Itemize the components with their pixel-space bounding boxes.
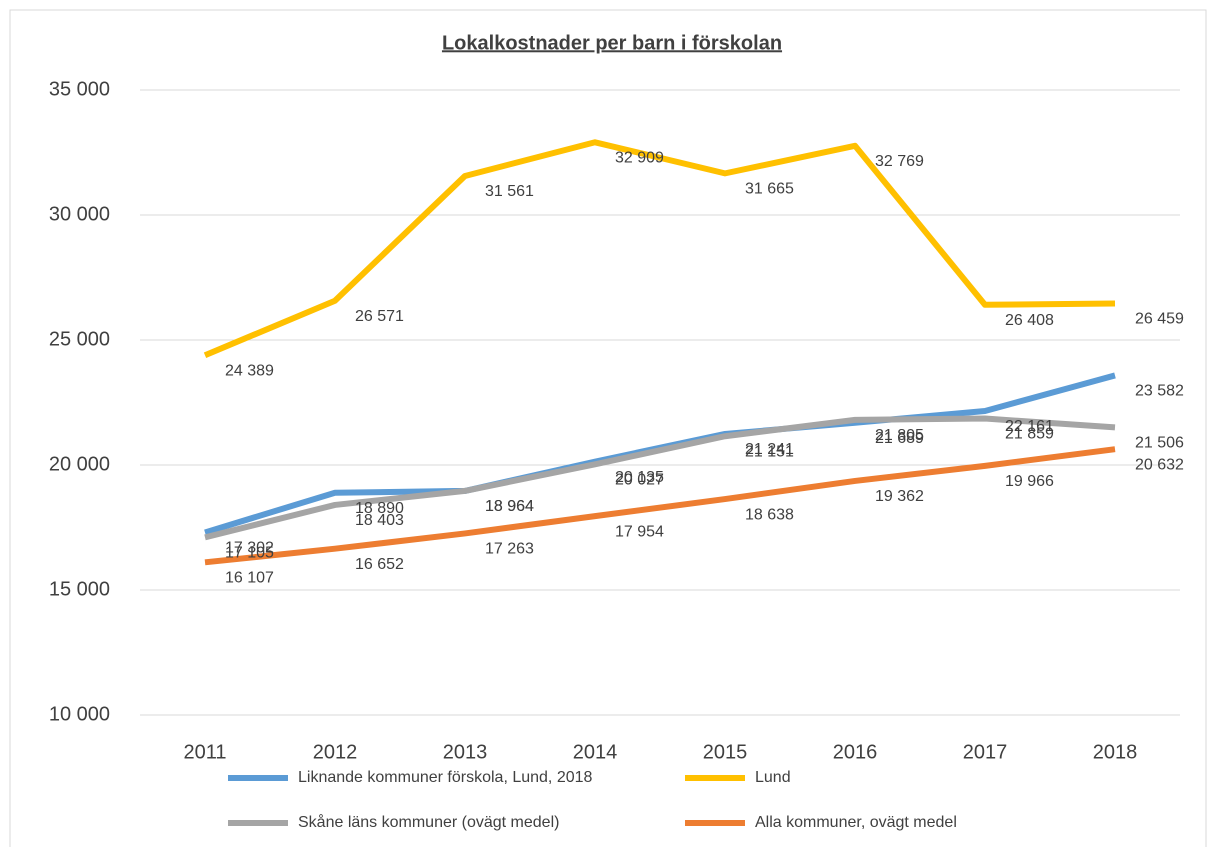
data-label: 21 151	[745, 443, 794, 460]
data-label: 22 161	[1005, 418, 1054, 435]
legend-label: Liknande kommuner förskola, Lund, 2018	[298, 769, 593, 786]
chart-title: Lokalkostnader per barn i förskolan	[442, 32, 782, 54]
y-tick-label: 30 000	[49, 203, 110, 225]
legend-label: Alla kommuner, ovägt medel	[755, 814, 957, 831]
data-label: 26 571	[355, 308, 404, 325]
data-label: 31 665	[745, 181, 794, 198]
data-label: 17 954	[615, 523, 664, 540]
y-tick-label: 15 000	[49, 578, 110, 600]
data-label: 16 652	[355, 556, 404, 573]
data-label: 19 362	[875, 488, 924, 505]
data-label: 17 263	[485, 541, 534, 558]
data-label: 31 561	[485, 183, 534, 200]
y-tick-label: 35 000	[49, 78, 110, 100]
data-label: 18 964	[485, 498, 534, 515]
data-label: 21 506	[1135, 435, 1184, 452]
data-label: 17 105	[225, 545, 274, 562]
x-tick-label: 2014	[573, 741, 618, 763]
x-tick-label: 2018	[1093, 741, 1138, 763]
y-tick-label: 20 000	[49, 453, 110, 475]
data-label: 26 408	[1005, 312, 1054, 329]
data-label: 23 582	[1135, 383, 1184, 400]
x-tick-label: 2013	[443, 741, 488, 763]
data-label: 18 403	[355, 512, 404, 529]
series-line	[204, 446, 1116, 566]
x-tick-label: 2016	[833, 741, 878, 763]
data-label: 16 107	[225, 570, 274, 587]
data-label: 20 135	[615, 469, 664, 486]
legend-label: Lund	[755, 769, 791, 786]
data-label: 20 632	[1135, 456, 1184, 473]
data-label: 18 890	[355, 500, 404, 517]
data-label: 18 638	[745, 506, 794, 523]
legend-label: Skåne läns kommuner (ovägt medel)	[298, 813, 559, 831]
data-label: 32 909	[615, 149, 664, 166]
data-label: 18 964	[485, 498, 534, 515]
chart-border	[9, 9, 1207, 847]
data-label: 21 241	[745, 441, 794, 458]
x-tick-label: 2012	[313, 741, 358, 763]
data-label: 21 689	[875, 430, 924, 447]
data-label: 19 966	[1005, 473, 1054, 490]
data-label: 24 389	[225, 362, 274, 379]
y-tick-label: 10 000	[49, 703, 110, 725]
data-label: 17 302	[225, 540, 274, 557]
data-label: 21 859	[1005, 426, 1054, 443]
x-tick-label: 2015	[703, 741, 748, 763]
y-tick-label: 25 000	[49, 328, 110, 350]
data-label: 20 027	[615, 472, 664, 489]
data-label: 21 805	[875, 427, 924, 444]
x-tick-label: 2011	[183, 741, 226, 763]
series-line	[204, 415, 1116, 541]
series-line	[203, 139, 1116, 359]
data-label: 26 459	[1135, 311, 1184, 328]
x-tick-label: 2017	[963, 741, 1008, 763]
data-label: 32 769	[875, 153, 924, 170]
